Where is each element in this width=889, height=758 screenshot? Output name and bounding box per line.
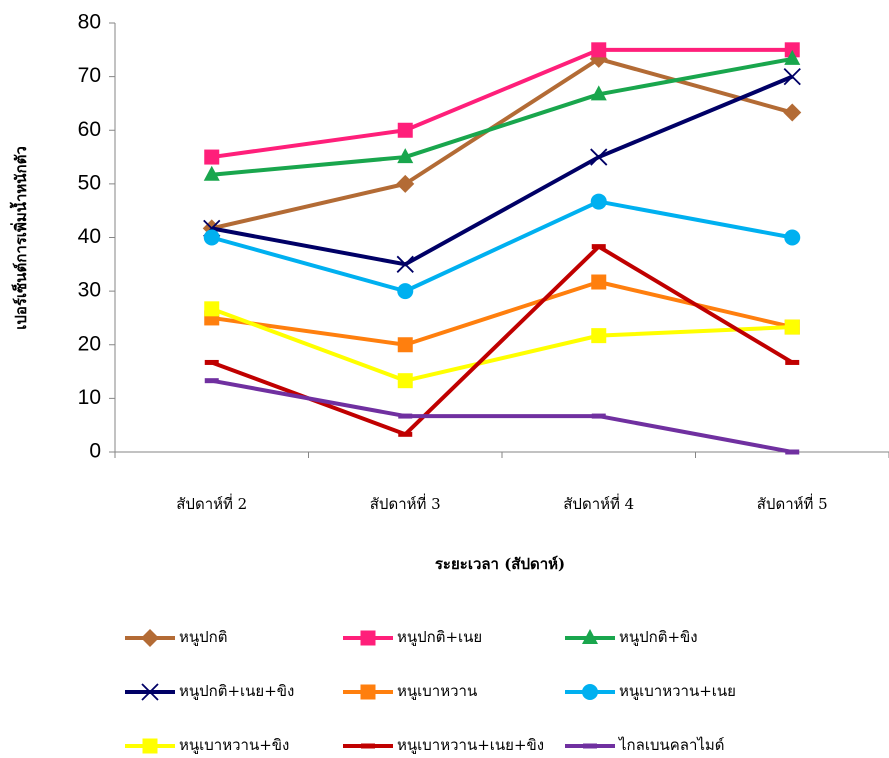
legend-label: หนูปกติ+เนย+ขิง [179,682,294,700]
x-tick-label: สัปดาห์ที่ 2 [176,493,247,513]
legend-label: หนูปกติ+เนย [397,628,482,646]
y-axis-title: เปอร์เซ็นต์การเพิ่มน้ำหนักตัว [9,146,30,330]
x-axis-title: ระยะเวลา (สัปดาห์) [435,555,565,573]
marker [591,328,607,344]
series-line [211,47,793,160]
x-tick-label: สัปดาห์ที่ 5 [757,493,828,513]
marker [582,684,598,700]
legend-label: หนูเบาหวาน [397,682,477,700]
marker [396,255,414,273]
marker [141,683,159,701]
marker [360,684,376,700]
marker [142,738,158,754]
legend-label: หนูเบาหวาน+เนย [619,682,736,700]
y-tick-label: 30 [78,279,101,302]
marker [784,229,801,246]
marker [590,85,607,101]
x-tick-label: สัปดาห์ที่ 3 [370,493,441,513]
series-line [211,56,793,177]
series-line [211,199,793,294]
marker [783,67,801,86]
legend-label: หนูปกติ+ขิง [619,628,698,646]
x-tick-label: สัปดาห์ที่ 4 [563,493,634,513]
y-tick-label: 40 [78,225,101,248]
marker [784,49,801,65]
legend-label: หนูเบาหวาน+ขิง [179,736,289,754]
legend-label: หนูเบาหวาน+เนย+ขิง [397,736,544,754]
marker [397,122,413,138]
y-tick-label: 70 [78,64,101,87]
marker [582,629,598,644]
y-tick-label: 10 [78,386,101,409]
marker [784,42,800,58]
marker [590,148,608,166]
marker [141,629,159,647]
marker [591,42,607,58]
series-line [211,378,793,454]
y-tick-label: 50 [78,171,101,194]
y-tick-label: 20 [78,332,101,355]
series-line [211,306,793,383]
marker [204,301,220,317]
series-line [211,74,794,267]
marker [397,148,414,164]
marker [784,319,800,335]
marker [203,165,220,181]
y-tick-label: 80 [78,11,101,34]
marker [397,373,413,389]
marker [396,174,415,193]
y-tick-label: 0 [89,440,101,463]
legend-label: ไกลเบนคลาไมด์ [618,736,725,754]
marker [203,229,220,246]
marker [397,337,413,353]
marker [783,103,802,122]
marker [590,193,607,210]
marker [591,274,607,290]
y-tick-label: 60 [78,118,101,141]
marker [360,630,376,646]
series-line [211,280,793,347]
legend-label: หนูปกติ [179,628,228,646]
series-line [211,56,793,231]
marker [397,283,414,300]
marker [204,149,220,165]
